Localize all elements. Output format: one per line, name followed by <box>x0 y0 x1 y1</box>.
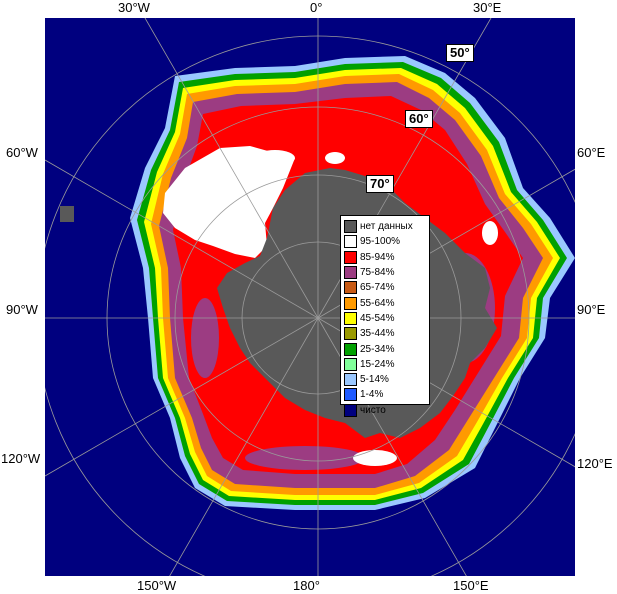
sea-ice-concentration-map <box>45 18 575 576</box>
legend-label: 55-64% <box>360 297 395 309</box>
lat-label-50: 50° <box>446 44 474 62</box>
legend-label: нет данных <box>360 221 413 233</box>
legend-item: чисто <box>344 403 429 418</box>
legend-swatch <box>344 327 357 341</box>
legend-label: чисто <box>360 404 386 416</box>
legend-swatch <box>344 403 357 417</box>
legend-item: 55-64% <box>344 295 429 310</box>
lon-label-60e: 60°E <box>577 145 606 160</box>
meridian-120w <box>45 317 319 477</box>
legend-swatch <box>344 266 357 280</box>
legend-swatch <box>344 342 357 356</box>
legend-item: 35-44% <box>344 326 429 341</box>
lat-label-60: 60° <box>405 110 433 128</box>
polar-stereographic-map <box>45 18 575 576</box>
legend-swatch <box>344 311 357 325</box>
legend-item: 25-34% <box>344 341 429 356</box>
lon-label-60w: 60°W <box>6 145 38 160</box>
legend-item: 95-100% <box>344 234 429 249</box>
legend-label: 95-100% <box>360 236 401 248</box>
lon-label-0: 0° <box>310 0 323 15</box>
lon-label-120e: 120°E <box>577 456 613 471</box>
ice-patch-purple-west <box>191 298 219 378</box>
legend-label: 1-4% <box>360 389 384 401</box>
ice-patch-white-3 <box>482 221 498 245</box>
lon-label-90e: 90°E <box>577 302 606 317</box>
meridian-150w <box>169 317 319 576</box>
legend-label: 65-74% <box>360 282 395 294</box>
legend-swatch <box>344 220 357 234</box>
legend-label: 35-44% <box>360 328 395 340</box>
meridian-60w <box>45 159 319 319</box>
lon-label-120w: 120°W <box>1 451 41 466</box>
lon-label-180: 180° <box>293 578 320 593</box>
legend-swatch <box>344 281 357 295</box>
concentration-legend: нет данных 95-100% 85-94% 75-84% 65-74% 55-64… <box>340 215 430 417</box>
legend-label: 25-34% <box>360 343 395 355</box>
legend-label: 5-14% <box>360 374 389 386</box>
legend-swatch <box>344 250 357 264</box>
legend-swatch <box>344 357 357 371</box>
lon-label-150e: 150°E <box>453 578 489 593</box>
legend-swatch <box>344 235 357 249</box>
legend-label: 45-54% <box>360 312 395 324</box>
legend-swatch <box>344 388 357 402</box>
legend-item: 85-94% <box>344 250 429 265</box>
legend-item: 5-14% <box>344 372 429 387</box>
legend-item: 45-54% <box>344 311 429 326</box>
ice-zone-white-weddell <box>163 146 295 258</box>
legend-label: 85-94% <box>360 251 395 263</box>
lat-label-70: 70° <box>366 175 394 193</box>
legend-swatch <box>344 373 357 387</box>
land-south-america <box>60 206 74 222</box>
legend-item: 15-24% <box>344 357 429 372</box>
legend-item: 75-84% <box>344 265 429 280</box>
lon-label-90w: 90°W <box>6 302 38 317</box>
legend-label: 15-24% <box>360 358 395 370</box>
meridian-30w <box>144 18 319 319</box>
lon-label-150w: 150°W <box>137 578 177 593</box>
legend-swatch <box>344 296 357 310</box>
ice-patch-purple-south <box>245 446 365 470</box>
lon-label-30w: 30°W <box>118 0 150 15</box>
legend-label: 75-84% <box>360 267 395 279</box>
ice-patch-white-south <box>353 450 397 466</box>
legend-item: 1-4% <box>344 387 429 402</box>
ice-patch-white-2 <box>325 152 345 164</box>
ice-patch-white-1 <box>255 150 295 166</box>
lon-label-30e: 30°E <box>473 0 502 15</box>
legend-item: 65-74% <box>344 280 429 295</box>
legend-item: нет данных <box>344 219 429 234</box>
